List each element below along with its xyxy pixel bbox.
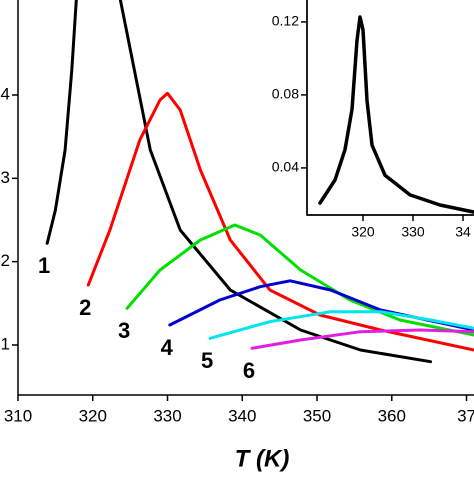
x-tick-label: 320 — [351, 224, 375, 240]
y-tick-label: 4 — [1, 84, 10, 103]
x-tick-label: 350 — [303, 406, 331, 425]
y-tick-label: 0.12 — [272, 13, 299, 29]
curve-label: 6 — [243, 358, 255, 383]
y-tick-label: 1 — [1, 334, 10, 353]
x-tick-label: 310 — [4, 406, 32, 425]
x-tick-label: 360 — [378, 406, 406, 425]
curve — [168, 279, 474, 332]
x-axis-title: T (K) — [235, 445, 290, 472]
x-tick-label: 320 — [79, 406, 107, 425]
x-tick-label: 340 — [228, 406, 256, 425]
y-tick-label: 3 — [1, 168, 10, 187]
x-tick-label: 330 — [153, 406, 181, 425]
curve — [318, 15, 474, 214]
x-tick-label: 37 — [457, 406, 474, 425]
x-tick-label: 34 — [455, 224, 471, 240]
plot-area — [318, 15, 474, 214]
curve — [250, 328, 474, 350]
y-tick-label: 2 — [1, 251, 10, 270]
curve-label: 1 — [38, 253, 50, 278]
curve-label: 5 — [201, 348, 213, 373]
plot-area — [45, 0, 474, 364]
curve — [86, 91, 474, 352]
y-tick-label: 0.04 — [272, 159, 299, 175]
curve-label: 4 — [161, 335, 174, 360]
curve-label: 2 — [79, 295, 91, 320]
curve-label: 3 — [118, 318, 130, 343]
x-tick-label: 330 — [401, 224, 425, 240]
curve — [208, 310, 474, 340]
curve — [45, 0, 433, 364]
y-tick-label: 0.08 — [272, 86, 299, 102]
